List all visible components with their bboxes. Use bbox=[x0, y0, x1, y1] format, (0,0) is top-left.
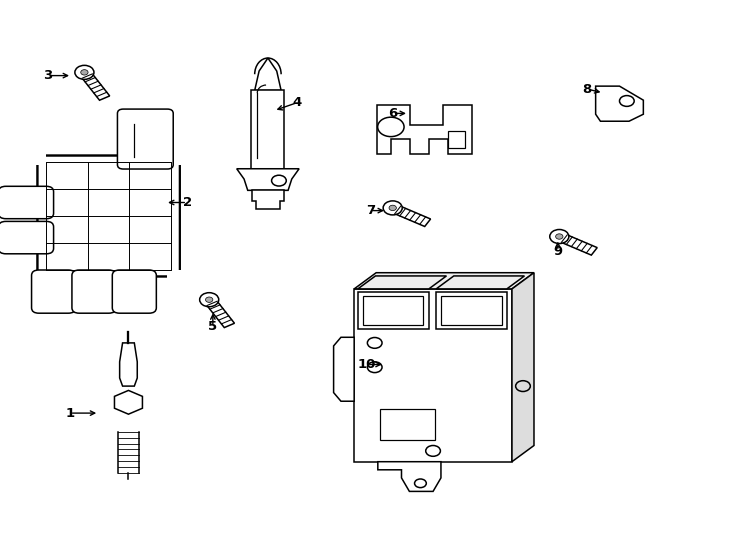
Bar bbox=[448, 131, 465, 148]
Circle shape bbox=[383, 201, 402, 215]
Polygon shape bbox=[436, 276, 525, 289]
Bar bbox=[251, 90, 284, 168]
Polygon shape bbox=[512, 273, 534, 462]
Bar bbox=[380, 409, 435, 440]
FancyBboxPatch shape bbox=[72, 270, 116, 313]
Polygon shape bbox=[358, 276, 446, 289]
Polygon shape bbox=[252, 191, 284, 210]
Circle shape bbox=[75, 65, 94, 79]
Polygon shape bbox=[236, 168, 299, 191]
Bar bbox=[358, 292, 429, 329]
Text: 10: 10 bbox=[357, 358, 377, 371]
Bar bbox=[167, 151, 186, 165]
Text: 4: 4 bbox=[293, 96, 302, 109]
Bar bbox=[28, 151, 46, 165]
Polygon shape bbox=[390, 204, 431, 226]
Bar bbox=[354, 289, 512, 462]
Circle shape bbox=[556, 234, 563, 239]
Bar bbox=[441, 296, 502, 325]
Circle shape bbox=[200, 293, 219, 307]
Circle shape bbox=[81, 70, 88, 75]
Text: 2: 2 bbox=[183, 196, 192, 209]
Text: 9: 9 bbox=[553, 245, 562, 258]
Polygon shape bbox=[595, 86, 643, 121]
Polygon shape bbox=[354, 273, 534, 289]
Polygon shape bbox=[556, 233, 597, 255]
Text: 7: 7 bbox=[366, 204, 375, 217]
Text: 3: 3 bbox=[43, 69, 52, 82]
Circle shape bbox=[206, 297, 213, 302]
Polygon shape bbox=[255, 58, 281, 90]
FancyBboxPatch shape bbox=[37, 156, 180, 276]
Bar bbox=[363, 296, 423, 325]
Polygon shape bbox=[79, 70, 109, 100]
FancyBboxPatch shape bbox=[117, 109, 173, 169]
Text: 5: 5 bbox=[208, 320, 217, 333]
Polygon shape bbox=[378, 462, 441, 491]
FancyBboxPatch shape bbox=[32, 270, 76, 313]
FancyBboxPatch shape bbox=[112, 270, 156, 313]
Polygon shape bbox=[120, 343, 137, 386]
Bar bbox=[436, 292, 506, 329]
Circle shape bbox=[550, 230, 569, 244]
FancyBboxPatch shape bbox=[0, 221, 54, 254]
FancyBboxPatch shape bbox=[0, 186, 54, 219]
Text: 1: 1 bbox=[65, 407, 74, 420]
Circle shape bbox=[389, 205, 396, 211]
Bar bbox=[167, 270, 186, 284]
Text: 8: 8 bbox=[583, 83, 592, 96]
Text: 6: 6 bbox=[388, 107, 397, 120]
Polygon shape bbox=[115, 390, 142, 414]
Polygon shape bbox=[333, 338, 354, 401]
Polygon shape bbox=[377, 105, 472, 154]
Bar bbox=[28, 270, 46, 284]
Polygon shape bbox=[204, 298, 234, 328]
